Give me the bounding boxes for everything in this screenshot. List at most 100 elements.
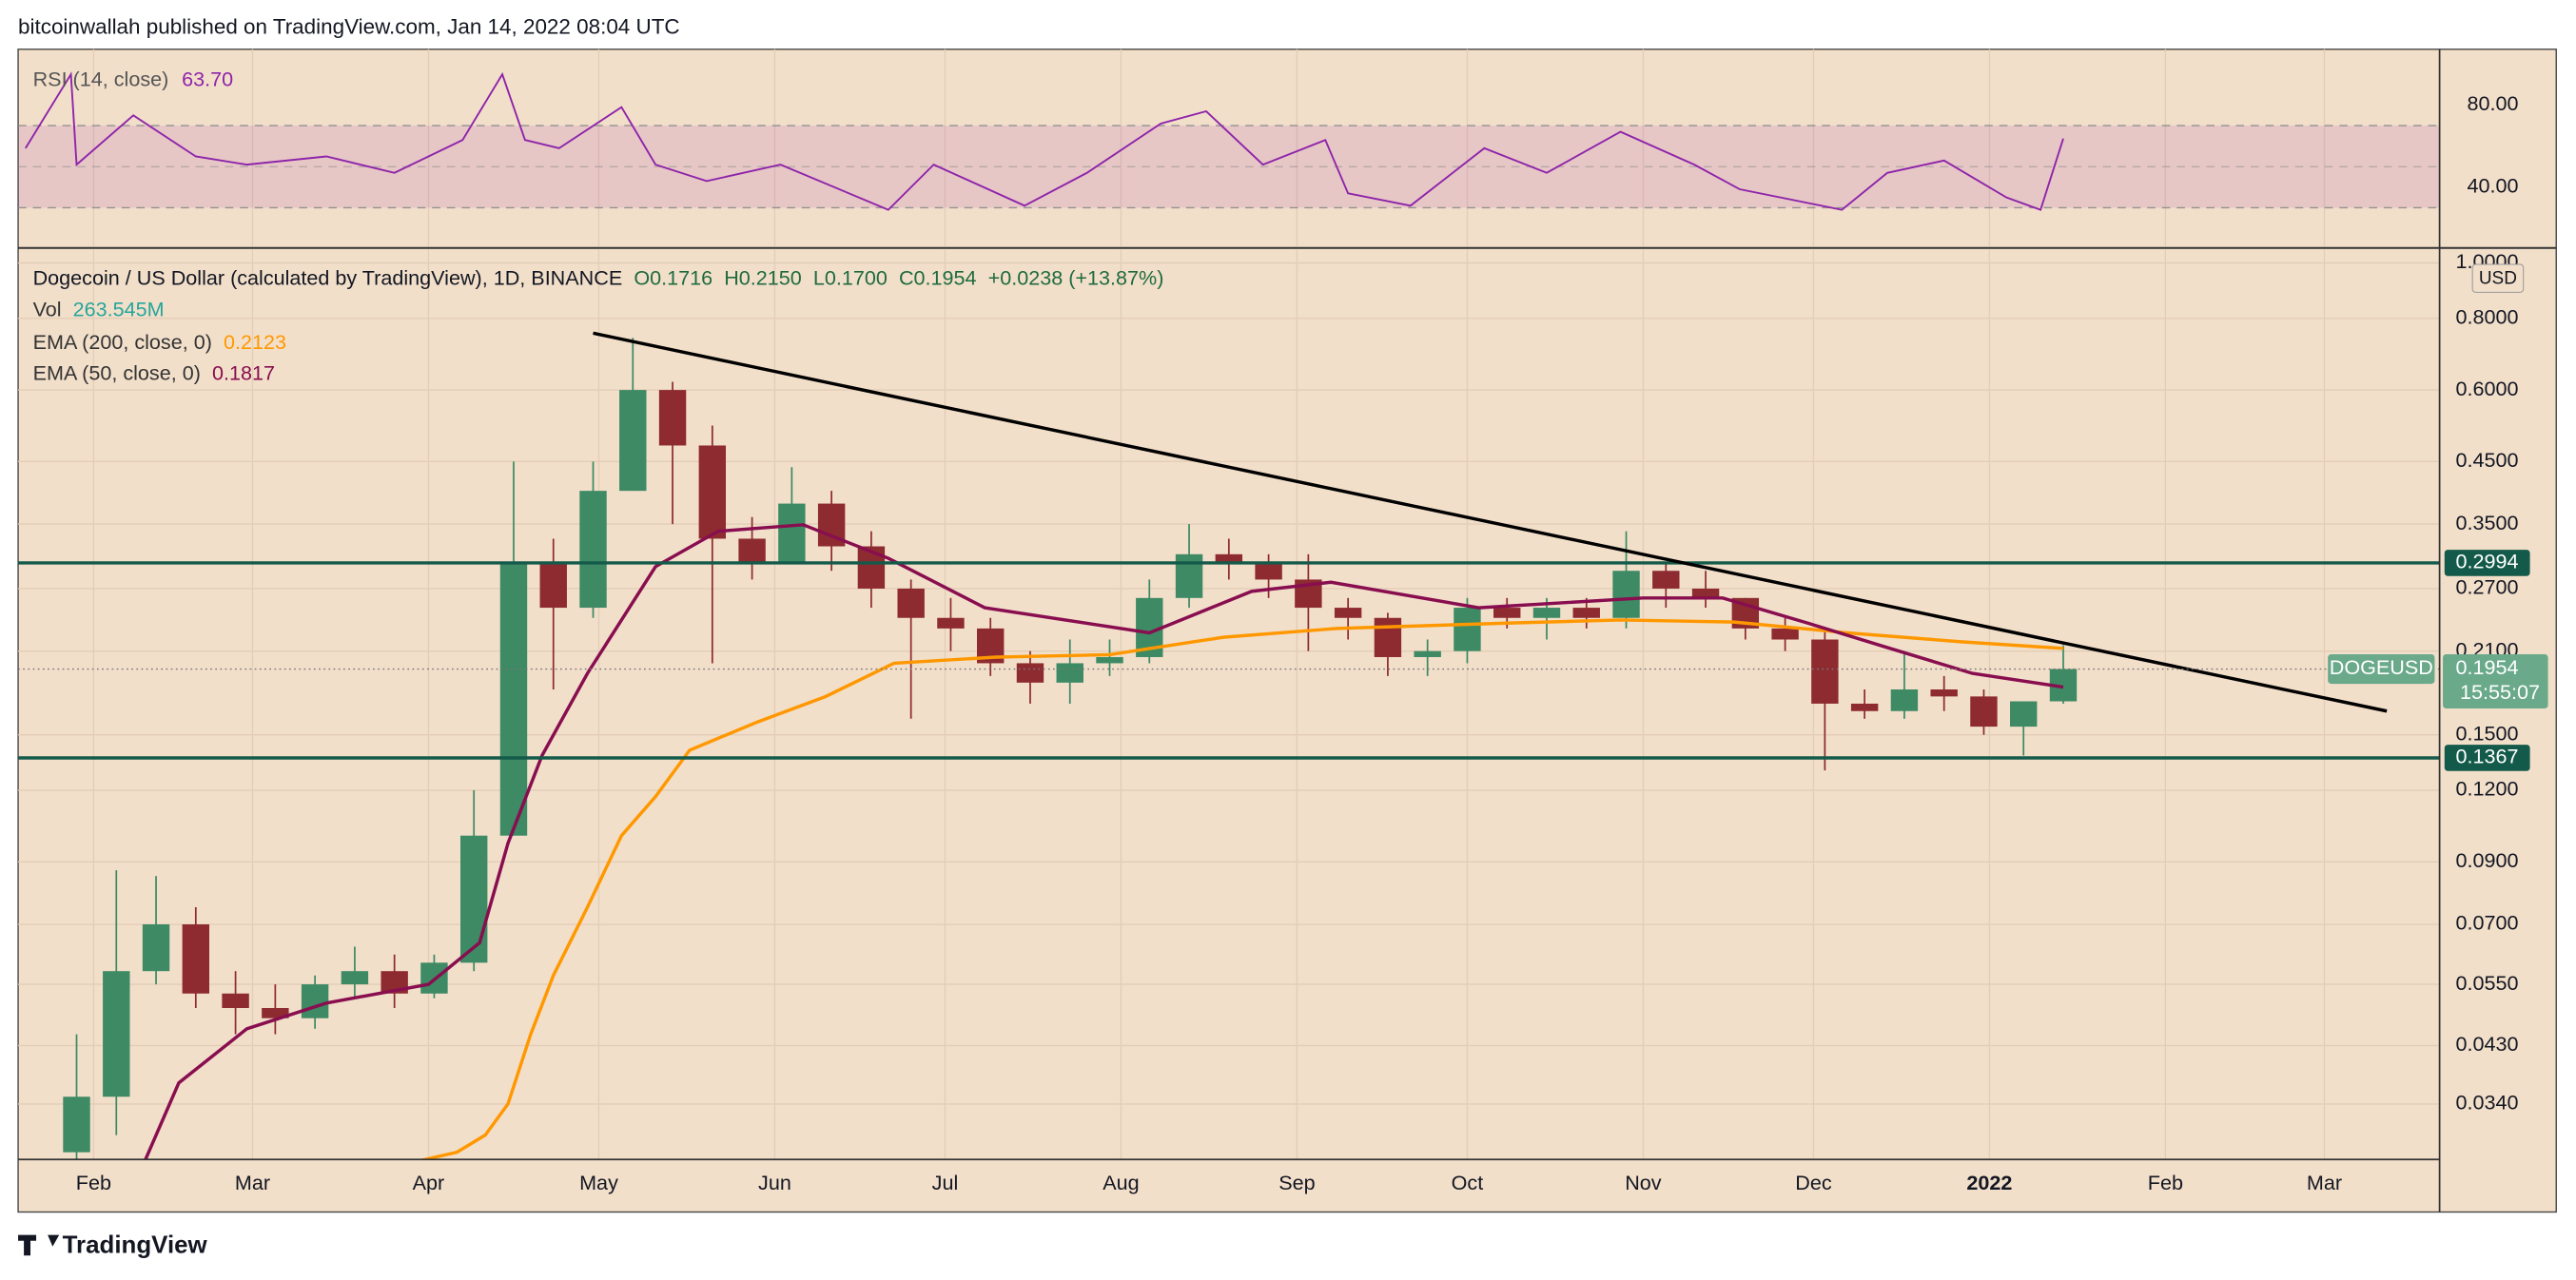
x-tick-label: Mar (2307, 1171, 2342, 1194)
x-tick-label: May (579, 1171, 618, 1194)
chart-background (17, 48, 2557, 1213)
x-tick-label: 2022 (1966, 1171, 2012, 1194)
candle-body (1493, 608, 1521, 618)
publish-header: bitcoinwallah published on TradingView.c… (18, 14, 680, 38)
candle-body (1056, 663, 1083, 683)
ema-line (418, 618, 2064, 1160)
grid-layer (18, 48, 2440, 1160)
candle-body (1175, 553, 1203, 598)
y-tick-label: 0.3500 (2456, 511, 2519, 534)
volume-name: Vol (33, 297, 62, 320)
level-label-box (2444, 745, 2530, 771)
ohlc-low: L0.1700 (813, 265, 888, 289)
level-label: 0.1367 (2456, 745, 2519, 768)
y-tick-label: 0.1200 (2456, 777, 2519, 801)
candle-body (1016, 663, 1044, 683)
y-tick-label: 0.0340 (2456, 1091, 2519, 1115)
candle-body (1612, 571, 1640, 618)
x-tick-label: Dec (1795, 1171, 1832, 1194)
candle-body (1771, 628, 1799, 640)
y-tick-label: 0.8000 (2456, 305, 2519, 329)
axis-labels: Feb Mar Apr May Jun Jul Aug Sep Oct Nov Dec 2022 Feb… (76, 91, 2548, 1194)
candle-body (1374, 617, 1402, 657)
trendline (593, 331, 2388, 713)
x-tick-label: Nov (1625, 1171, 1662, 1194)
candle-body (1215, 553, 1243, 563)
ohlc-open: O0.1716 (634, 265, 712, 289)
y-tick-label: 0.0900 (2456, 848, 2519, 872)
tradingview-logo: TradingView (18, 1232, 208, 1259)
rsi-pane (18, 71, 2440, 211)
ema-value: 0.2123 (224, 330, 286, 354)
candle-body (579, 491, 607, 609)
symbol-box (2328, 653, 2435, 685)
rsi-legend: RSI (14, close) 63.70 (33, 67, 234, 90)
candle-body (1255, 562, 1282, 580)
symbol-title: Dogecoin / US Dollar (calculated by Trad… (33, 265, 623, 289)
ohlc-high: H0.2150 (724, 265, 802, 289)
candle-body (619, 390, 647, 492)
y-tick-label: 0.6000 (2456, 377, 2519, 400)
candle-body (1334, 608, 1362, 618)
ema-name: EMA (200, close, 0) (33, 330, 212, 354)
candle-body (1096, 656, 1123, 664)
currency-box (2471, 263, 2525, 293)
candle-body (142, 924, 170, 972)
candle-body (937, 617, 965, 629)
candle-body (1811, 639, 1839, 704)
rsi-value: 63.70 (182, 67, 233, 90)
candle-body (262, 1008, 289, 1018)
x-tick-label: Apr (413, 1171, 445, 1194)
candle-body (1930, 688, 1958, 697)
candle-body (1532, 608, 1561, 618)
candle-body (698, 445, 727, 539)
ema-value: 0.1817 (212, 360, 275, 384)
rsi-title: RSI (14, close) (33, 67, 169, 90)
symbol-label: DOGEUSD (2330, 655, 2433, 679)
rsi-tick-label: 40.00 (2468, 174, 2519, 198)
footer-brand: TradingView (63, 1232, 208, 1259)
price-pane (18, 331, 2440, 1160)
last-price-label: 0.1954 (2456, 655, 2519, 679)
candle-body (1691, 588, 1720, 598)
currency-label: USD (2479, 269, 2517, 289)
x-tick-label: Jun (758, 1171, 791, 1194)
y-tick-label: 0.4500 (2456, 448, 2519, 472)
candle-body (301, 984, 329, 1018)
candle-body (1890, 688, 1919, 711)
last-price-box (2443, 653, 2548, 708)
candle-body (1970, 696, 1998, 727)
candle-body (341, 971, 369, 985)
rsi-line (24, 71, 2064, 211)
level-label: 0.2994 (2456, 550, 2519, 573)
y-tick-label: 0.1500 (2456, 721, 2519, 745)
candle-body (63, 1096, 90, 1153)
candle-body (539, 562, 567, 609)
ohlc-change: +0.0238 (+13.87%) (988, 265, 1164, 289)
candle-body (222, 993, 249, 1009)
candle-body (460, 835, 488, 963)
volume-value: 263.545M (73, 297, 165, 320)
x-tick-label: Sep (1278, 1171, 1315, 1194)
y-tick-label: 0.0700 (2456, 911, 2519, 935)
candle-body (182, 924, 210, 994)
x-tick-label: Feb (2148, 1171, 2183, 1194)
y-tick-label: 0.2700 (2456, 575, 2519, 599)
y-tick-label: 0.0550 (2456, 971, 2519, 995)
x-tick-label: Aug (1103, 1171, 1139, 1194)
candle-body (499, 562, 528, 836)
x-tick-label: Mar (235, 1171, 270, 1194)
x-tick-label: Feb (76, 1171, 111, 1194)
x-tick-label: Jul (932, 1171, 959, 1194)
level-label-box (2444, 550, 2530, 576)
candle-body (1572, 608, 1600, 618)
candle-body (738, 538, 766, 563)
rsi-tick-label: 80.00 (2468, 91, 2519, 115)
volume-legend: Vol 263.545M (33, 297, 165, 320)
ema-line (144, 523, 2064, 1160)
y-tick-label: 0.0430 (2456, 1032, 2519, 1056)
ema-name: EMA (50, close, 0) (33, 360, 201, 384)
ema-legend: EMA (50, close, 0) 0.1817 (33, 360, 275, 384)
ema-legend: EMA (200, close, 0) 0.2123 (33, 330, 286, 354)
